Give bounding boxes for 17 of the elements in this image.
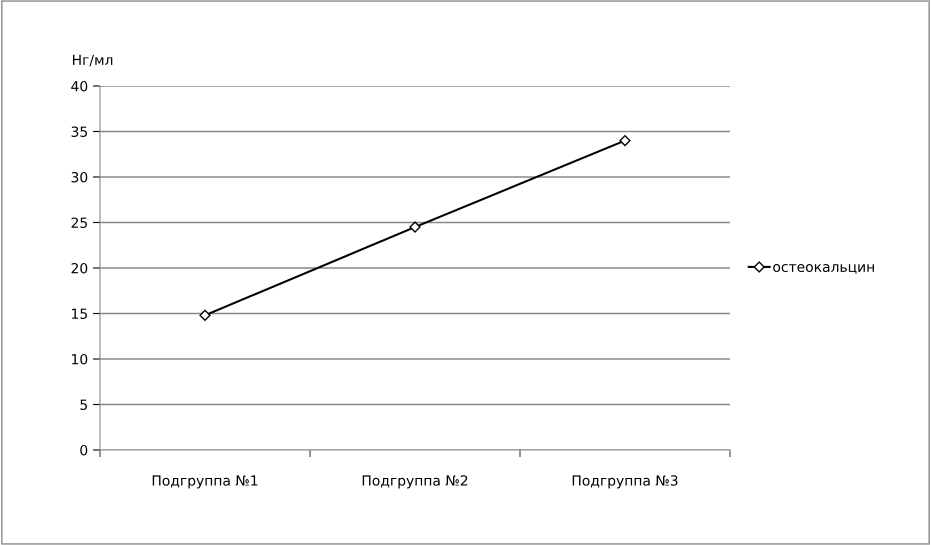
y-tick-label: 40 xyxy=(71,80,88,92)
x-tick-label: Подгруппа №1 xyxy=(152,475,258,488)
y-tick-label: 35 xyxy=(72,126,87,137)
y-tick-label: 30 xyxy=(72,172,88,182)
y-tick-label: 5 xyxy=(80,400,87,410)
y-axis-title: Нг/мл xyxy=(73,54,112,66)
y-tick-label: 25 xyxy=(72,217,87,228)
y-tick-label: 15 xyxy=(72,308,87,319)
legend-label: остеокальцин xyxy=(773,264,874,274)
x-tick-label: Подгруппа №3 xyxy=(572,475,678,488)
point xyxy=(619,134,631,146)
point xyxy=(409,221,421,233)
y-tick-label: 20 xyxy=(72,262,88,274)
y-tick-label: 10 xyxy=(72,354,88,364)
x-tick-label: Подгруппа №2 xyxy=(362,475,468,488)
y-tick-label: 0 xyxy=(80,444,88,456)
point xyxy=(199,310,211,321)
